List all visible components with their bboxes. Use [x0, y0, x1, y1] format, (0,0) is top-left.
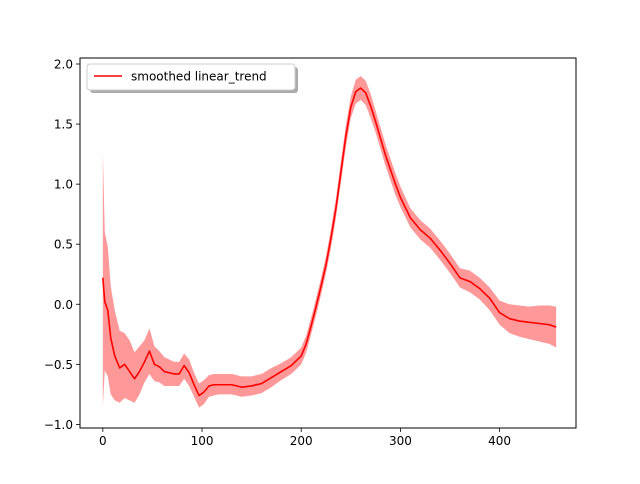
legend-box [86, 63, 296, 91]
x-axis-ticks: 0 100 200 300 400 [99, 428, 511, 448]
legend-label: smoothed linear_trend [131, 70, 267, 84]
x-tick-label: 200 [290, 434, 313, 448]
plot-area-frame [79, 57, 577, 429]
x-tick-label: 300 [389, 434, 412, 448]
x-tick-label: 0 [99, 434, 107, 448]
x-tick-label: 100 [191, 434, 214, 448]
y-tick-label: 1.0 [54, 178, 73, 192]
y-tick-label: 1.5 [54, 118, 73, 132]
y-tick-label: 0.5 [54, 238, 73, 252]
series-line-layer [102, 87, 557, 397]
y-tick-label: 2.0 [54, 58, 73, 72]
legend: smoothed linear_trend [86, 63, 298, 93]
y-tick-label: −0.5 [44, 358, 73, 372]
y-tick-label: −1.0 [44, 418, 73, 432]
y-tick-label: 0.0 [54, 298, 73, 312]
y-axis-ticks: −1.0 −0.5 0.0 0.5 1.0 1.5 2.0 [44, 58, 80, 432]
x-tick-label: 400 [488, 434, 511, 448]
series-line [102, 87, 557, 397]
